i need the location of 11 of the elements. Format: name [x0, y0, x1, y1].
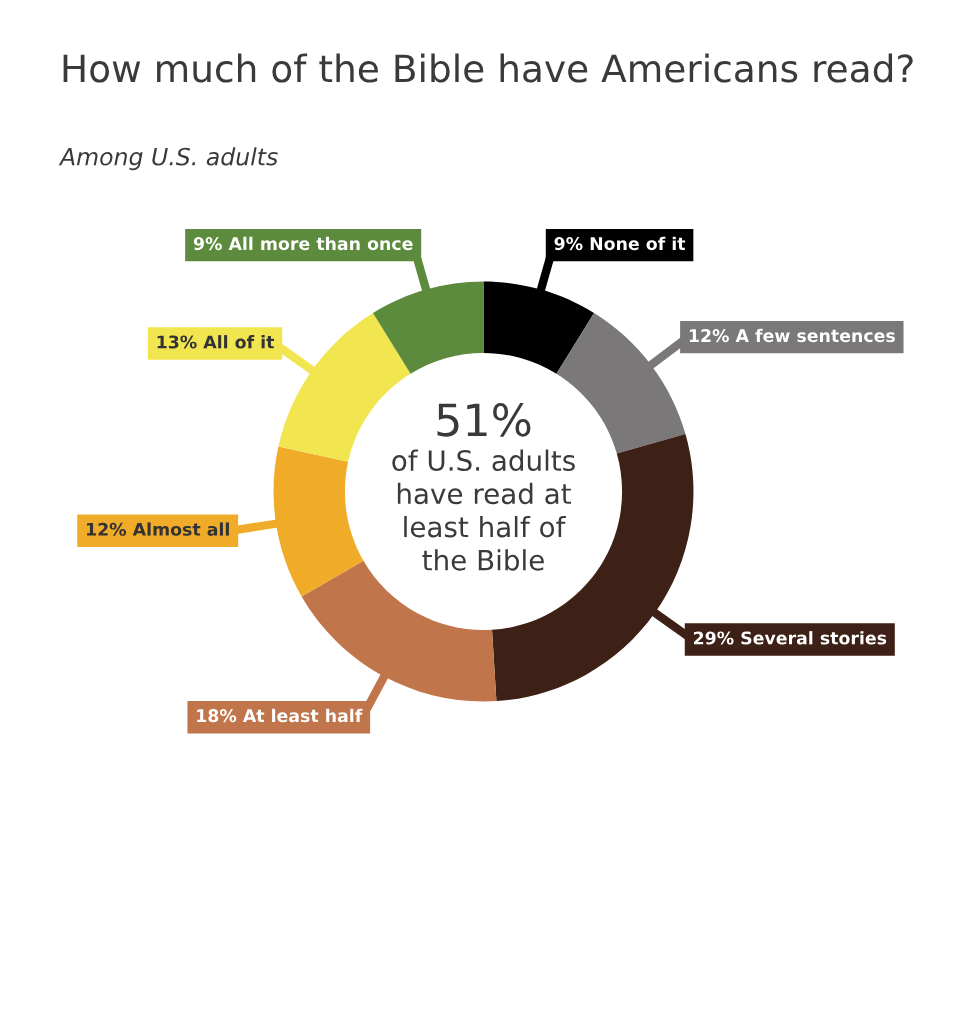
slice-label: 18% At least half [197, 708, 363, 723]
slice-label: 29% Several stories [693, 631, 887, 645]
slice-label: 13% All of it [157, 335, 275, 349]
slice-label: 9% None of it [554, 236, 686, 251]
text: 51% [437, 403, 531, 437]
text: of U.S. adults have read at least half of the Bible [392, 449, 575, 571]
chart-subtitle: Among U.S. adults [58, 147, 278, 171]
slice-label: 9% All more than once [193, 236, 413, 251]
chart-title: How much of the Bible have Americans read? [63, 53, 913, 83]
slice-label: 12% A few sentences [689, 328, 895, 343]
slice-label: 12% Almost all [87, 522, 229, 536]
